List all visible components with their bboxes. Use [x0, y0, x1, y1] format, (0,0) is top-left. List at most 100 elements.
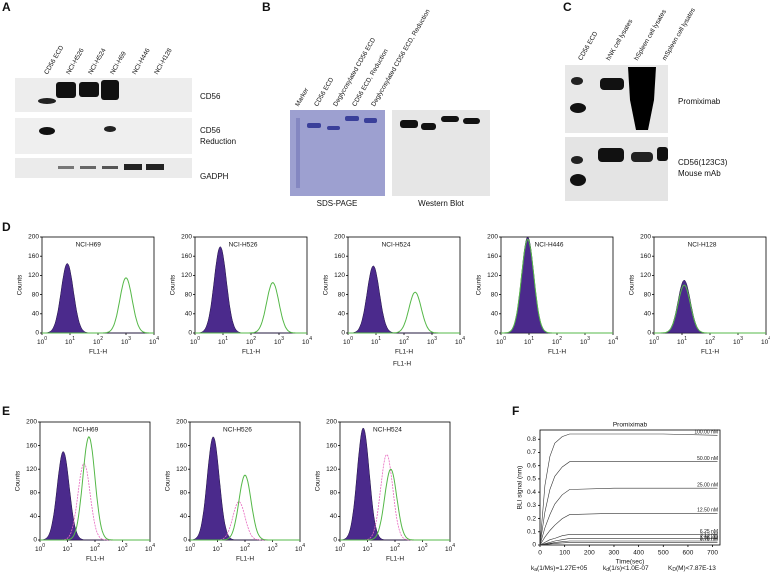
y-tick-label: 160: [26, 442, 37, 449]
x-axis-label: FL1-H: [86, 556, 104, 563]
tick-base: 10: [524, 339, 532, 346]
x-axis-label: FL1-H: [236, 556, 254, 563]
series-label: 0.78 nM: [700, 537, 718, 543]
series-label: 6.25 nM: [700, 529, 718, 535]
y-tick-label: 160: [334, 253, 345, 260]
x-tick-label: 100: [559, 550, 570, 557]
tick-base: 10: [65, 339, 73, 346]
tick-exp: 3: [425, 543, 428, 549]
tick-exp: 2: [100, 336, 103, 342]
tick-base: 10: [335, 546, 343, 553]
y-tick-label: 40: [644, 311, 652, 318]
tick-base: 10: [455, 339, 463, 346]
row-label: GADPH: [200, 172, 229, 181]
tick-exp: 2: [397, 543, 400, 549]
tick-base: 10: [496, 339, 504, 346]
symbol: k: [603, 565, 607, 572]
band: [631, 152, 653, 162]
x-tick-label: 104: [149, 336, 159, 345]
isotype-histogram: [195, 246, 307, 334]
x-axis-label: FL1-H: [242, 349, 260, 356]
y-tick-label: 0: [35, 330, 39, 337]
y-tick-label: 160: [640, 253, 651, 260]
y-tick-label: 80: [644, 291, 652, 298]
row-label: Reduction: [200, 137, 236, 146]
lane-label: NCI-H69: [109, 50, 128, 76]
lane-label: CD56 ECD: [43, 44, 65, 76]
y-tick-label: 200: [487, 234, 498, 241]
y-tick-label: 0: [333, 537, 337, 544]
band: [441, 116, 459, 122]
tick-exp: 3: [434, 336, 437, 342]
tick-base: 10: [37, 339, 45, 346]
lane-label: NCI-H524: [87, 47, 108, 76]
series-label: 25.00 nM: [697, 482, 718, 488]
x-tick-label: 104: [455, 336, 465, 345]
y-tick-label: 0.4: [527, 489, 536, 496]
lane-label: NCI-H526: [65, 47, 86, 76]
stain-histogram: [654, 284, 766, 334]
tick-exp: 0: [342, 543, 345, 549]
y-tick-label: 40: [491, 311, 499, 318]
stain-histogram: [40, 436, 150, 541]
y-tick-label: 160: [181, 253, 192, 260]
gel-b: [290, 110, 490, 196]
y-tick-label: 0.3: [527, 502, 536, 509]
y-tick-label: 80: [491, 291, 499, 298]
tick-base: 10: [185, 546, 193, 553]
isotype-histogram: [501, 236, 613, 334]
y-tick-label: 0: [532, 542, 536, 549]
marker-lane: [296, 118, 300, 188]
x-tick-label: 102: [552, 336, 562, 345]
band: [628, 67, 656, 130]
tick-exp: 2: [247, 543, 250, 549]
x-tick-label: 101: [65, 336, 75, 345]
tick-base: 10: [371, 339, 379, 346]
tick-base: 10: [580, 339, 588, 346]
lane-label: CD56 ECD, Reduction: [351, 48, 390, 108]
band: [400, 120, 418, 128]
bli-curve: [539, 461, 718, 546]
x-tick-label: 103: [121, 336, 131, 345]
isotype-histogram: [348, 265, 460, 334]
y-tick-label: 200: [28, 234, 39, 241]
x-tick-label: 101: [677, 336, 687, 345]
x-tick-label: 102: [240, 543, 250, 552]
lane-label: Marker: [294, 86, 311, 108]
isotype-histogram: [654, 280, 766, 334]
x-tick-label: 500: [658, 550, 669, 557]
tick-base: 10: [295, 546, 303, 553]
tick-exp: 1: [370, 543, 373, 549]
y-tick-label: 160: [326, 442, 337, 449]
plot-frame: [539, 429, 721, 546]
y-tick-label: 120: [487, 272, 498, 279]
tick-base: 10: [35, 546, 43, 553]
tick-exp: 4: [309, 336, 312, 342]
isotype-histogram: [39, 451, 150, 541]
x-tick-label: 100: [649, 336, 659, 345]
y-tick-label: 80: [32, 291, 40, 298]
tick-base: 10: [246, 339, 254, 346]
kinetic-constant: kd(1/s)<1.0E-07: [603, 565, 649, 574]
y-tick-label: 200: [176, 419, 187, 426]
tick-exp: 0: [503, 336, 506, 342]
y-tick-label: 200: [334, 234, 345, 241]
band: [364, 118, 377, 123]
plot-title: NCI-H526: [229, 242, 258, 249]
band: [598, 148, 624, 162]
lane-label: hNK cell lysates: [605, 18, 635, 62]
band: [421, 123, 436, 130]
tick-base: 10: [399, 339, 407, 346]
x-tick-label: 101: [218, 336, 228, 345]
sds-page: [290, 110, 385, 196]
tick-exp: 3: [125, 543, 128, 549]
x-tick-label: 104: [608, 336, 618, 345]
x-tick-label: 102: [246, 336, 256, 345]
y-tick-label: 160: [28, 253, 39, 260]
band: [570, 174, 586, 186]
blot-a: [15, 78, 192, 178]
lane-label: NCI-H128: [153, 47, 174, 76]
tick-exp: 0: [44, 336, 47, 342]
y-tick-label: 0: [188, 330, 192, 337]
y-tick-label: 0: [183, 537, 187, 544]
